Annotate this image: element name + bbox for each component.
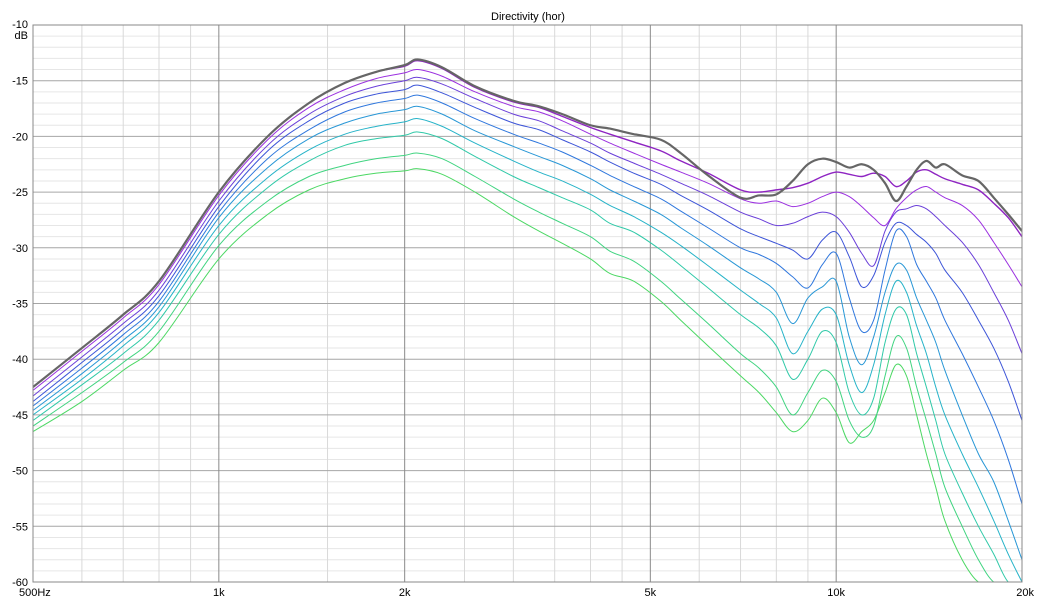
series-line-2: [33, 68, 1022, 391]
x-tick-label: 1k: [213, 587, 225, 599]
series-line-4: [33, 84, 1022, 421]
x-axis-tick-labels: 500Hz 1k 2k 5k 10k 20k: [19, 587, 1034, 599]
x-tick-label: 2k: [399, 587, 411, 599]
y-tick-label: -15: [12, 76, 28, 88]
y-tick-label: -35: [12, 299, 28, 311]
plot-frame: [32, 24, 1023, 583]
series-line-10: [33, 168, 1022, 582]
series-line-9: [33, 152, 1022, 582]
series-line-6: [33, 105, 1022, 560]
minor-gridlines: [33, 25, 1022, 582]
y-tick-label: -30: [12, 243, 28, 255]
series-line-3: [33, 76, 1022, 397]
y-tick-label: -60: [12, 577, 28, 589]
series-line-5: [33, 94, 1022, 505]
y-tick-label: -55: [12, 521, 28, 533]
y-axis-tick-labels: -10 -15 -20 -25 -30 -35 -40 -45 -50 -55 -60: [12, 19, 28, 589]
series-line-8: [33, 131, 1022, 582]
series-line-0: [33, 58, 1022, 388]
y-tick-label: -45: [12, 410, 28, 422]
y-tick-label: -50: [12, 466, 28, 478]
series-layer: [33, 58, 1022, 582]
x-tick-label: 10k: [827, 587, 845, 599]
series-line-7: [33, 117, 1022, 582]
x-tick-label: 500Hz: [19, 587, 51, 599]
x-tick-label: 20k: [1016, 587, 1034, 599]
chart-title: Directivity (hor): [491, 11, 565, 23]
y-tick-label: -10: [12, 19, 28, 31]
y-tick-label: -20: [12, 131, 28, 143]
x-tick-label: 5k: [645, 587, 657, 599]
y-axis-unit-label: dB: [15, 30, 28, 42]
y-tick-label: -25: [12, 187, 28, 199]
y-tick-label: -40: [12, 354, 28, 366]
